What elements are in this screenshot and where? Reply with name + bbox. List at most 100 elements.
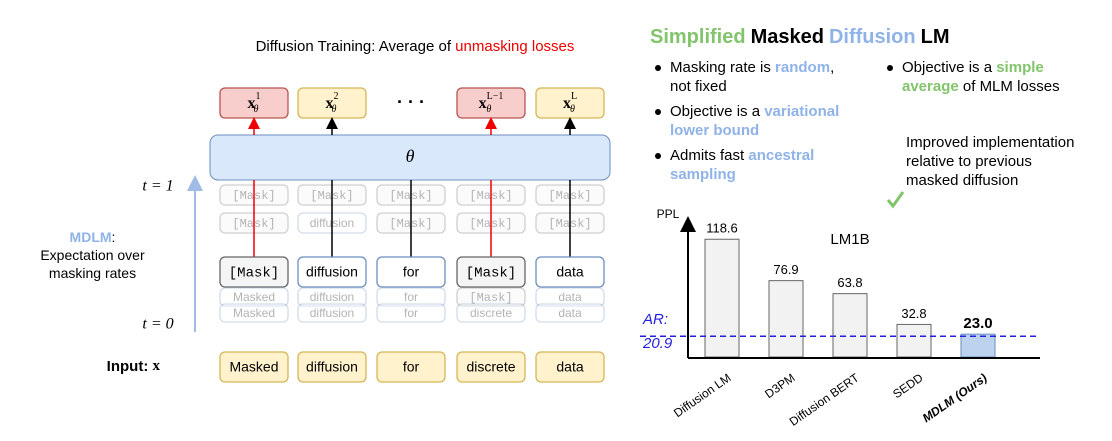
token-box <box>456 351 526 383</box>
model-label: θ <box>406 146 415 166</box>
heading-word: Simplified <box>650 26 746 48</box>
x-tick-label: D3PM <box>762 371 797 402</box>
bullet-dot <box>887 65 893 71</box>
bullet-dot <box>655 65 661 71</box>
token-box <box>456 303 526 323</box>
bullet-part: ancestral sampling <box>670 147 815 183</box>
token-box <box>376 303 446 323</box>
token-label: discrete <box>470 306 512 320</box>
output-sub: θ <box>254 104 259 115</box>
mdlm-name: MDLM <box>69 229 112 245</box>
bullet-part: Admits fast <box>670 147 749 164</box>
output-sup: L−1 <box>487 91 504 102</box>
token-box <box>535 256 605 288</box>
token-label: Masked <box>229 359 278 375</box>
token-label: discrete <box>466 359 515 375</box>
x-tick-label: Diffusion LM <box>671 371 733 421</box>
token-box <box>456 256 526 288</box>
output-label: xL−1 θ <box>479 91 504 115</box>
token-label: data <box>558 306 582 320</box>
bullet-text: Masking rate is random, not fixed <box>670 58 850 96</box>
title-text: Diffusion Training: Average of <box>256 38 456 55</box>
x-tick-label: MDLM (Ours) <box>920 371 990 426</box>
bullet-part: of MLM losses <box>958 78 1060 95</box>
token-box <box>297 351 367 383</box>
t-bottom: t = 0 <box>142 316 173 333</box>
token-label: diffusion <box>310 290 354 304</box>
check-item: Improved implementation relative to prev… <box>906 134 1075 189</box>
bar <box>704 238 740 358</box>
bullet-dot <box>655 153 661 159</box>
token-label: [Mask] <box>229 266 279 282</box>
bullet-text: Objective is a variational lower bound <box>670 102 850 140</box>
heading-word: LM <box>920 26 950 48</box>
token-box <box>535 287 605 307</box>
mdlm-text: Expectation over masking rates <box>40 247 145 281</box>
token-label: Masked <box>233 290 275 304</box>
token-box <box>297 287 367 307</box>
ellipsis: · · · <box>397 92 425 112</box>
value-label: 63.8 <box>837 275 862 290</box>
token-box <box>376 351 446 383</box>
token-row: Masked diffusion for [Mask] data <box>219 287 605 307</box>
x-tick-label: Diffusion BERT <box>787 370 862 429</box>
bullet-part: Objective is a <box>670 103 765 120</box>
token-box <box>219 287 289 307</box>
bullet-part: random <box>775 59 831 76</box>
y-axis-label: PPL <box>657 207 680 221</box>
output-label: x2 θ <box>326 91 339 115</box>
baseline-label: AR: <box>642 311 668 328</box>
title-highlight: unmasking losses <box>455 38 574 55</box>
token-label: for <box>404 306 418 320</box>
value-label: 23.0 <box>963 315 992 332</box>
output-label: xL θ <box>563 91 577 115</box>
heading-word: Diffusion <box>828 26 916 48</box>
token-label: for <box>403 264 420 280</box>
token-box <box>535 351 605 383</box>
bar <box>768 280 804 358</box>
output-sup: 1 <box>256 91 261 102</box>
x-tick-label: SEDD <box>890 370 926 401</box>
output-base: x <box>479 95 487 112</box>
output-sup: L <box>571 91 577 102</box>
output-base: x <box>326 95 334 112</box>
token-row: Masked diffusion for discrete data <box>219 351 605 383</box>
bullet-dot <box>655 109 661 115</box>
token-box <box>376 287 446 307</box>
output-base: x <box>563 95 571 112</box>
token-label: data <box>558 290 582 304</box>
mdlm-note: MDLM: Expectation over masking rates <box>30 228 155 282</box>
token-box <box>535 303 605 323</box>
token-row: [Mask] diffusion for [Mask] data <box>219 256 605 288</box>
value-label: 76.9 <box>773 262 798 277</box>
token-row: Masked diffusion for discrete data <box>219 303 605 323</box>
token-label: diffusion <box>306 264 358 280</box>
token-label: data <box>556 264 583 280</box>
output-sup: 2 <box>334 91 339 102</box>
output-sub: θ <box>486 104 491 115</box>
panel-heading: Simplified Masked Diffusion LM <box>650 25 950 49</box>
token-box <box>219 351 289 383</box>
token-row: [Mask] [Mask] [Mask] [Mask] [Mask] <box>219 184 605 206</box>
bullet-part: simple average <box>902 59 1044 95</box>
output-sub: θ <box>332 104 337 115</box>
output-base: x <box>248 95 256 112</box>
token-box <box>219 303 289 323</box>
token-label: [Mask] <box>469 291 512 305</box>
output-label: x1 θ <box>248 91 261 115</box>
diagram-title: Diffusion Training: Average of unmasking… <box>256 38 575 55</box>
bar <box>960 333 996 358</box>
value-label: 32.8 <box>901 306 926 321</box>
output-sub: θ <box>570 104 575 115</box>
token-label: for <box>404 290 418 304</box>
token-row: [Mask] diffusion [Mask] [Mask] [Mask] <box>219 212 605 234</box>
token-box <box>297 256 367 288</box>
token-box <box>219 256 289 288</box>
input-label: Input: x <box>107 358 161 375</box>
token-label: Masked <box>233 306 275 320</box>
model-box <box>209 134 611 181</box>
check-icon <box>886 191 905 209</box>
mdlm-colon: : <box>111 229 116 245</box>
